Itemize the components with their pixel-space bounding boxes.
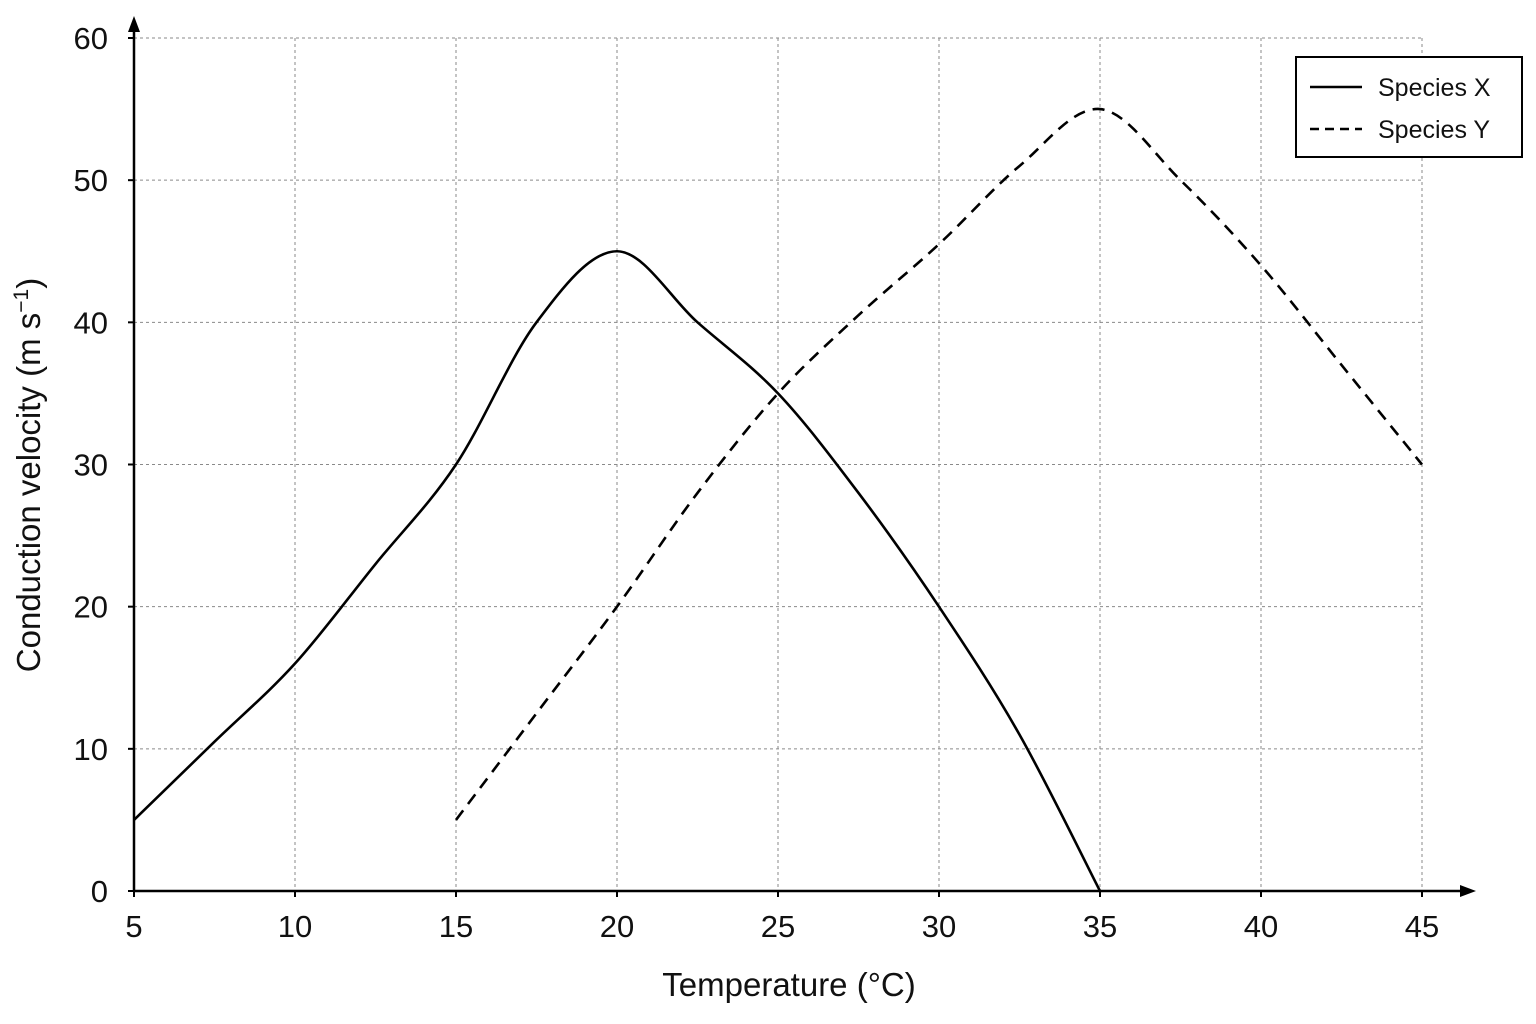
y-tick-label: 30 [74,448,108,483]
y-tick-label: 60 [74,21,108,56]
y-axis-title-superscript: −1 [10,289,33,313]
x-axis-arrowhead [1460,885,1476,897]
y-tick-label: 50 [74,163,108,198]
series-lines [133,107,1424,892]
x-tick-label: 30 [922,909,956,944]
legend-box [1295,56,1523,158]
x-tick-label: 10 [278,909,312,944]
grid [134,37,1423,891]
x-tick-label: 40 [1244,909,1278,944]
y-tick-label: 0 [91,874,108,909]
x-tick-label: 45 [1405,909,1439,944]
x-tick-label: 20 [600,909,634,944]
x-tick-label: 35 [1083,909,1117,944]
y-axis-arrowhead [128,16,140,32]
y-axis-title: Conduction velocity (m s−1) [10,278,47,672]
legend: Species X Species Y [1295,56,1523,158]
y-tick-label: 40 [74,305,108,340]
y-tick-label: 10 [74,732,108,767]
tick-labels: 5 10 15 20 25 30 35 40 45 0 10 20 30 40 50 60 [74,21,1440,944]
x-tick-label: 5 [125,909,142,944]
series-line-species-x [133,249,1102,892]
y-axis-title-close: ) [10,278,47,289]
y-tick-label: 20 [74,590,108,625]
x-tick-label: 25 [761,909,795,944]
series-line-species-y [454,107,1424,821]
legend-label-species-y: Species Y [1378,116,1490,144]
legend-label-species-x: Species X [1378,74,1491,102]
y-axis-title-main: Conduction velocity (m s [10,313,47,672]
axes [128,16,1476,897]
x-axis-title: Temperature (°C) [662,966,915,1003]
x-tick-label: 15 [439,909,473,944]
